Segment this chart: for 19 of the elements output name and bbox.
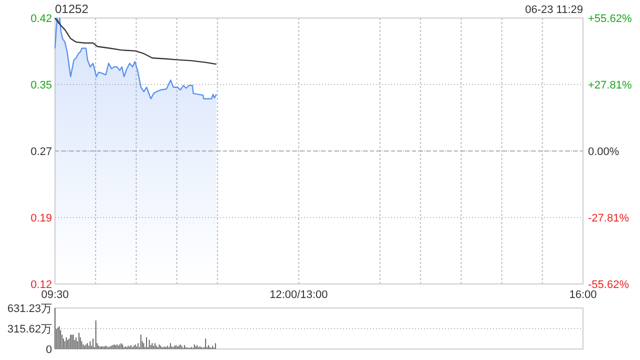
text: 06-23 11:29 — [525, 4, 583, 16]
y-tick-label: 0.42 — [30, 13, 52, 25]
y2-tick-label: +27.81% — [588, 80, 632, 92]
y-tick-label: 0.27 — [30, 146, 52, 158]
y-tick-label: 0.35 — [30, 80, 52, 92]
y2-tick-label: +55.62% — [588, 13, 632, 25]
x-tick-label: 09:30 — [41, 289, 69, 301]
y2-tick-label: 0.00% — [588, 146, 620, 158]
y-tick-label: 0.12 — [30, 279, 52, 291]
x-tick-label: 16:00 — [569, 289, 597, 301]
chart-title: 01252 — [55, 2, 89, 16]
x-tick-label: 12:00/13:00 — [270, 289, 328, 301]
y-tick-label: 0.19 — [30, 212, 52, 224]
y-tick-label: 0 — [46, 344, 52, 356]
y2-tick-label: -27.81% — [588, 212, 630, 224]
y-tick-label: 315.62万 — [7, 324, 52, 336]
y-tick-label: 631.23万 — [7, 303, 52, 315]
line-series — [54, 18, 218, 65]
y2-tick-label: -55.62% — [588, 279, 630, 291]
